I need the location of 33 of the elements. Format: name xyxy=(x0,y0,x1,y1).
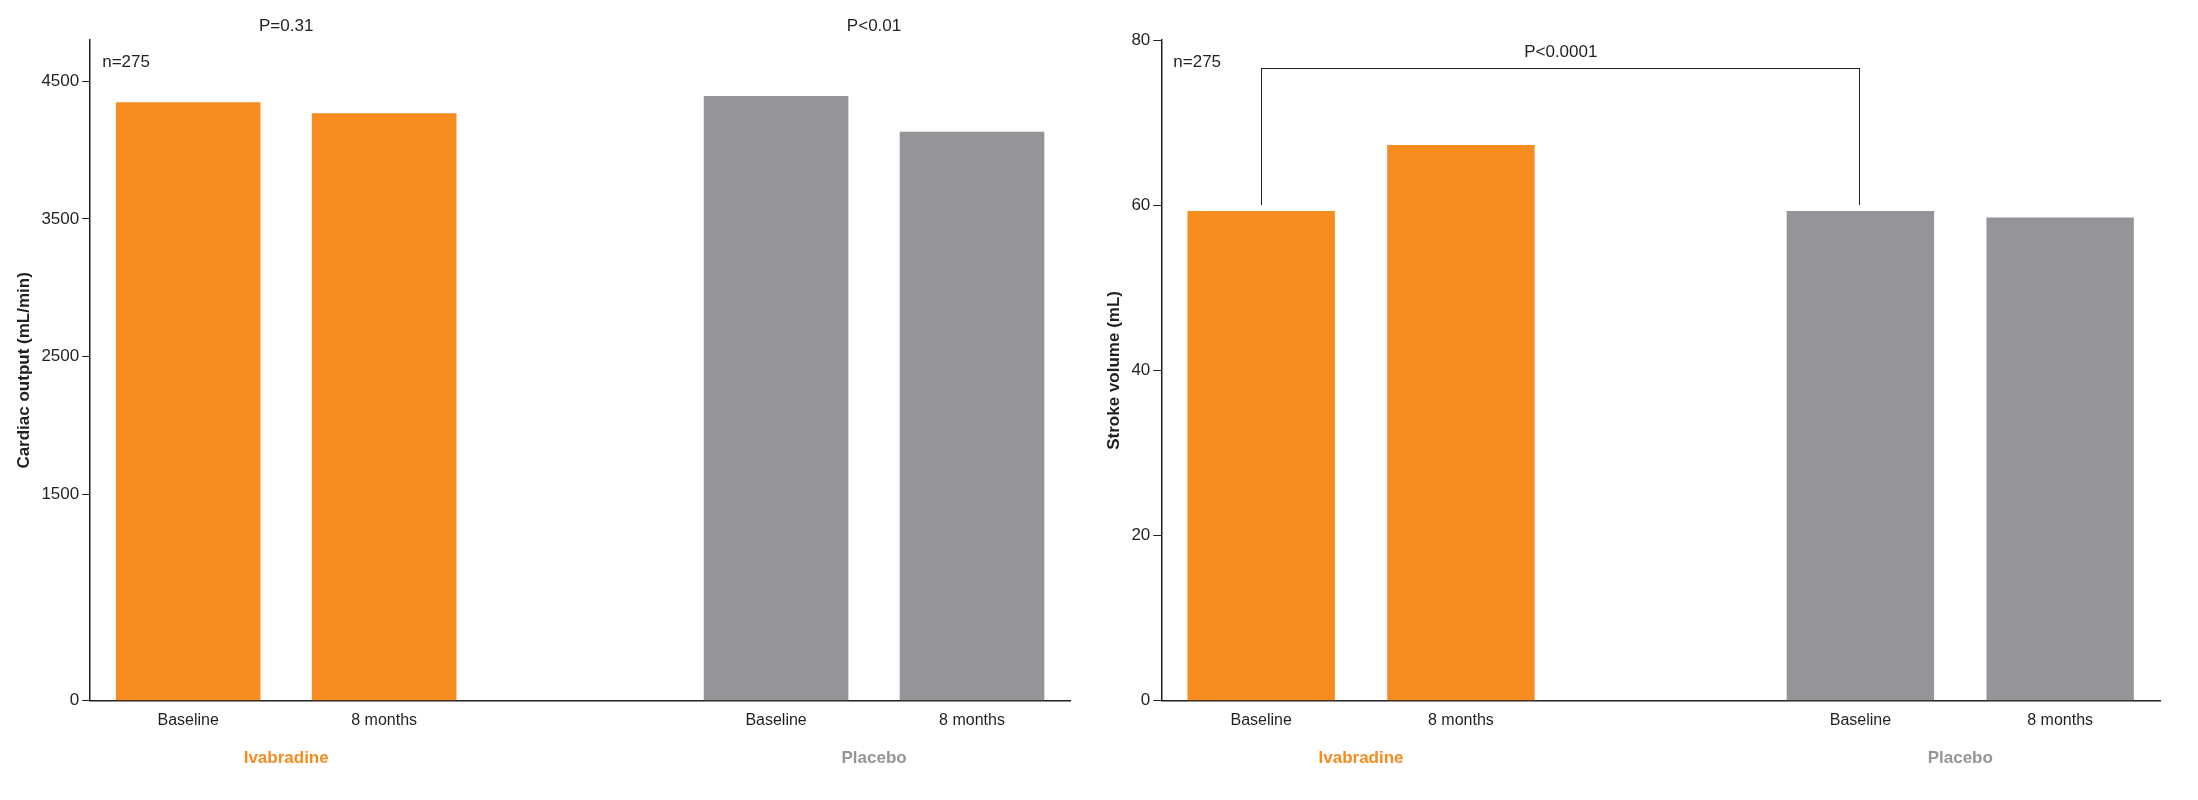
y-tick-label: 3500 xyxy=(41,208,80,228)
y-tick-label: 0 xyxy=(69,690,80,710)
bar xyxy=(1986,217,2134,701)
bar xyxy=(1187,210,1335,701)
y-tick-label: 20 xyxy=(1131,525,1151,545)
x-tick-label: 8 months xyxy=(2027,710,2094,728)
text: Placebo xyxy=(841,748,907,768)
y-tick-label: 0 xyxy=(1140,690,1151,710)
text: P=0.31 xyxy=(258,15,314,35)
y-tick-label: 1500 xyxy=(41,483,80,503)
bar xyxy=(1387,144,1535,701)
x-tick-label: Baseline xyxy=(157,710,219,728)
x-tick-label: 8 months xyxy=(351,710,418,728)
y-tick-label: 80 xyxy=(1131,29,1151,49)
x-tick-label: Baseline xyxy=(1230,710,1292,728)
annotation: n=275 xyxy=(1173,51,1222,71)
x-tick-label: Baseline xyxy=(1829,710,1892,728)
annotation: P<0.0001 xyxy=(1524,41,1598,61)
text: P<0.01 xyxy=(846,15,902,35)
text: Ivabradine xyxy=(1318,748,1404,768)
y-tick-label: 4500 xyxy=(41,70,80,90)
x-tick-label: 8 months xyxy=(1428,710,1494,728)
x-tick-label: 8 months xyxy=(939,710,1005,728)
y-tick-label: 60 xyxy=(1131,194,1151,214)
x-tick-label: Baseline xyxy=(745,710,807,728)
bar xyxy=(1786,210,1935,701)
text: Ivabradine xyxy=(243,748,329,768)
annotation: n=275 xyxy=(102,51,150,71)
y-axis-title: Cardiac output (mL/min) xyxy=(13,272,33,469)
y-tick-label: 40 xyxy=(1131,360,1151,380)
y-axis-title: Stroke volume (mL) xyxy=(1103,291,1123,450)
text: Placebo xyxy=(1927,748,1993,768)
y-tick-label: 2500 xyxy=(41,346,80,366)
